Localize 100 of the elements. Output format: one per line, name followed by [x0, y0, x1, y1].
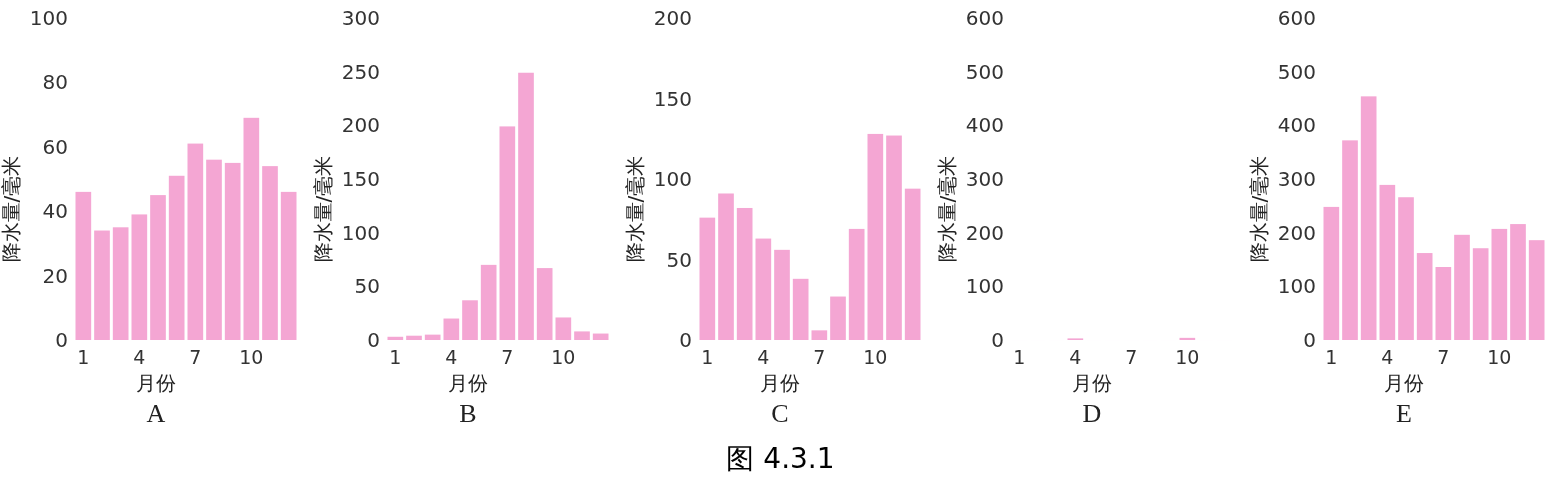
- bar: [1398, 197, 1414, 340]
- y-tick-label: 300: [1277, 167, 1316, 191]
- bar: [187, 143, 204, 340]
- y-tick-label: 0: [1303, 328, 1316, 352]
- bar: [1416, 253, 1433, 340]
- bar: [867, 133, 884, 340]
- bar: [518, 72, 534, 340]
- y-tick-label: 100: [341, 220, 380, 245]
- x-tick-label: 10: [1175, 346, 1200, 368]
- y-tick-label: 50: [354, 274, 380, 299]
- y-tick-label: 40: [42, 199, 68, 224]
- x-tick-label: 1: [389, 346, 402, 368]
- bar: [262, 166, 278, 340]
- x-tick-label: 7: [501, 346, 514, 368]
- y-tick-label: 300: [965, 167, 1004, 191]
- y-tick-label: 600: [965, 6, 1004, 30]
- y-tick-label: 100: [965, 274, 1004, 299]
- x-tick-label: 7: [1437, 346, 1450, 368]
- x-tick-label: 1: [77, 346, 90, 368]
- x-tick-label: 4: [1381, 346, 1394, 368]
- x-tick-label: 4: [757, 346, 770, 368]
- y-tick-label: 200: [1277, 220, 1316, 245]
- bar: [1454, 234, 1470, 340]
- y-tick-label: 500: [965, 59, 1004, 84]
- y-tick-label: 200: [965, 220, 1004, 245]
- text: E: [1396, 399, 1412, 428]
- x-tick-label: 1: [701, 346, 714, 368]
- x-tick-label: 4: [1069, 346, 1082, 368]
- bar: [499, 126, 516, 340]
- bar: [1435, 267, 1452, 340]
- y-tick-label: 80: [42, 70, 68, 95]
- x-tick-label: 4: [445, 346, 458, 368]
- y-tick-label: 100: [29, 6, 68, 30]
- y-tick-label: 100: [1277, 274, 1316, 299]
- y-tick-label: 100: [653, 167, 692, 191]
- x-tick-label: 7: [189, 346, 202, 368]
- bar: [112, 227, 129, 340]
- y-axis-title: 降水量/毫米: [1247, 155, 1271, 263]
- x-tick-label: 10: [239, 346, 264, 368]
- y-tick-label: 60: [42, 134, 68, 159]
- y-tick-label: 50: [666, 247, 692, 272]
- x-tick-label: 10: [1487, 346, 1512, 368]
- bar: [443, 318, 460, 340]
- x-tick-label: 7: [813, 346, 826, 368]
- x-axis-title: 月份: [1072, 371, 1112, 395]
- y-tick-label: 300: [341, 6, 380, 30]
- x-tick-label: 4: [133, 346, 146, 368]
- bar: [1360, 96, 1377, 340]
- y-tick-label: 150: [653, 86, 692, 111]
- bar: [94, 230, 110, 340]
- bar: [387, 336, 404, 340]
- bar: [592, 333, 609, 340]
- y-tick-label: 400: [1277, 113, 1316, 138]
- bar: [1510, 224, 1526, 340]
- bar: [243, 117, 260, 340]
- text: B: [459, 399, 477, 428]
- y-axis-title: 降水量/毫米: [623, 155, 647, 263]
- bar: [1491, 228, 1508, 340]
- x-tick-label: 10: [551, 346, 576, 368]
- bar: [206, 159, 222, 340]
- x-axis-title: 月份: [448, 371, 488, 395]
- x-axis-title: 月份: [1384, 371, 1424, 395]
- bar: [536, 268, 553, 340]
- y-tick-label: 150: [341, 167, 380, 191]
- text: C: [771, 399, 789, 428]
- bar: [480, 264, 497, 340]
- bar: [224, 162, 241, 340]
- bar: [811, 330, 828, 340]
- x-tick-label: 1: [1325, 346, 1338, 368]
- bar: [774, 249, 790, 340]
- bar: [848, 228, 865, 340]
- bar: [1528, 240, 1545, 340]
- y-tick-label: 200: [653, 6, 692, 30]
- y-tick-label: 500: [1277, 59, 1316, 84]
- bar: [150, 195, 166, 340]
- bar: [574, 331, 590, 340]
- y-tick-label: 0: [367, 328, 380, 352]
- y-tick-label: 20: [42, 263, 68, 288]
- x-tick-label: 7: [1125, 346, 1138, 368]
- caption: 图 4.3.1: [725, 441, 836, 477]
- bar: [1323, 206, 1340, 340]
- x-axis-title: 月份: [136, 371, 176, 395]
- y-axis-title: 降水量/毫米: [0, 155, 23, 263]
- bar: [280, 191, 297, 340]
- bar: [462, 300, 478, 340]
- bar: [1342, 140, 1358, 340]
- bar: [424, 334, 441, 340]
- bar: [755, 238, 772, 340]
- text: D: [1082, 399, 1102, 428]
- bar: [886, 135, 902, 340]
- bar: [830, 296, 846, 340]
- y-axis-title: 降水量/毫米: [935, 155, 959, 263]
- y-tick-label: 600: [1277, 6, 1316, 30]
- bar: [406, 335, 422, 340]
- x-tick-label: 10: [863, 346, 888, 368]
- y-tick-label: 0: [55, 328, 68, 352]
- y-axis-title: 降水量/毫米: [311, 155, 335, 263]
- y-tick-label: 0: [679, 328, 692, 352]
- x-axis-title: 月份: [760, 371, 800, 395]
- bar: [1379, 184, 1396, 340]
